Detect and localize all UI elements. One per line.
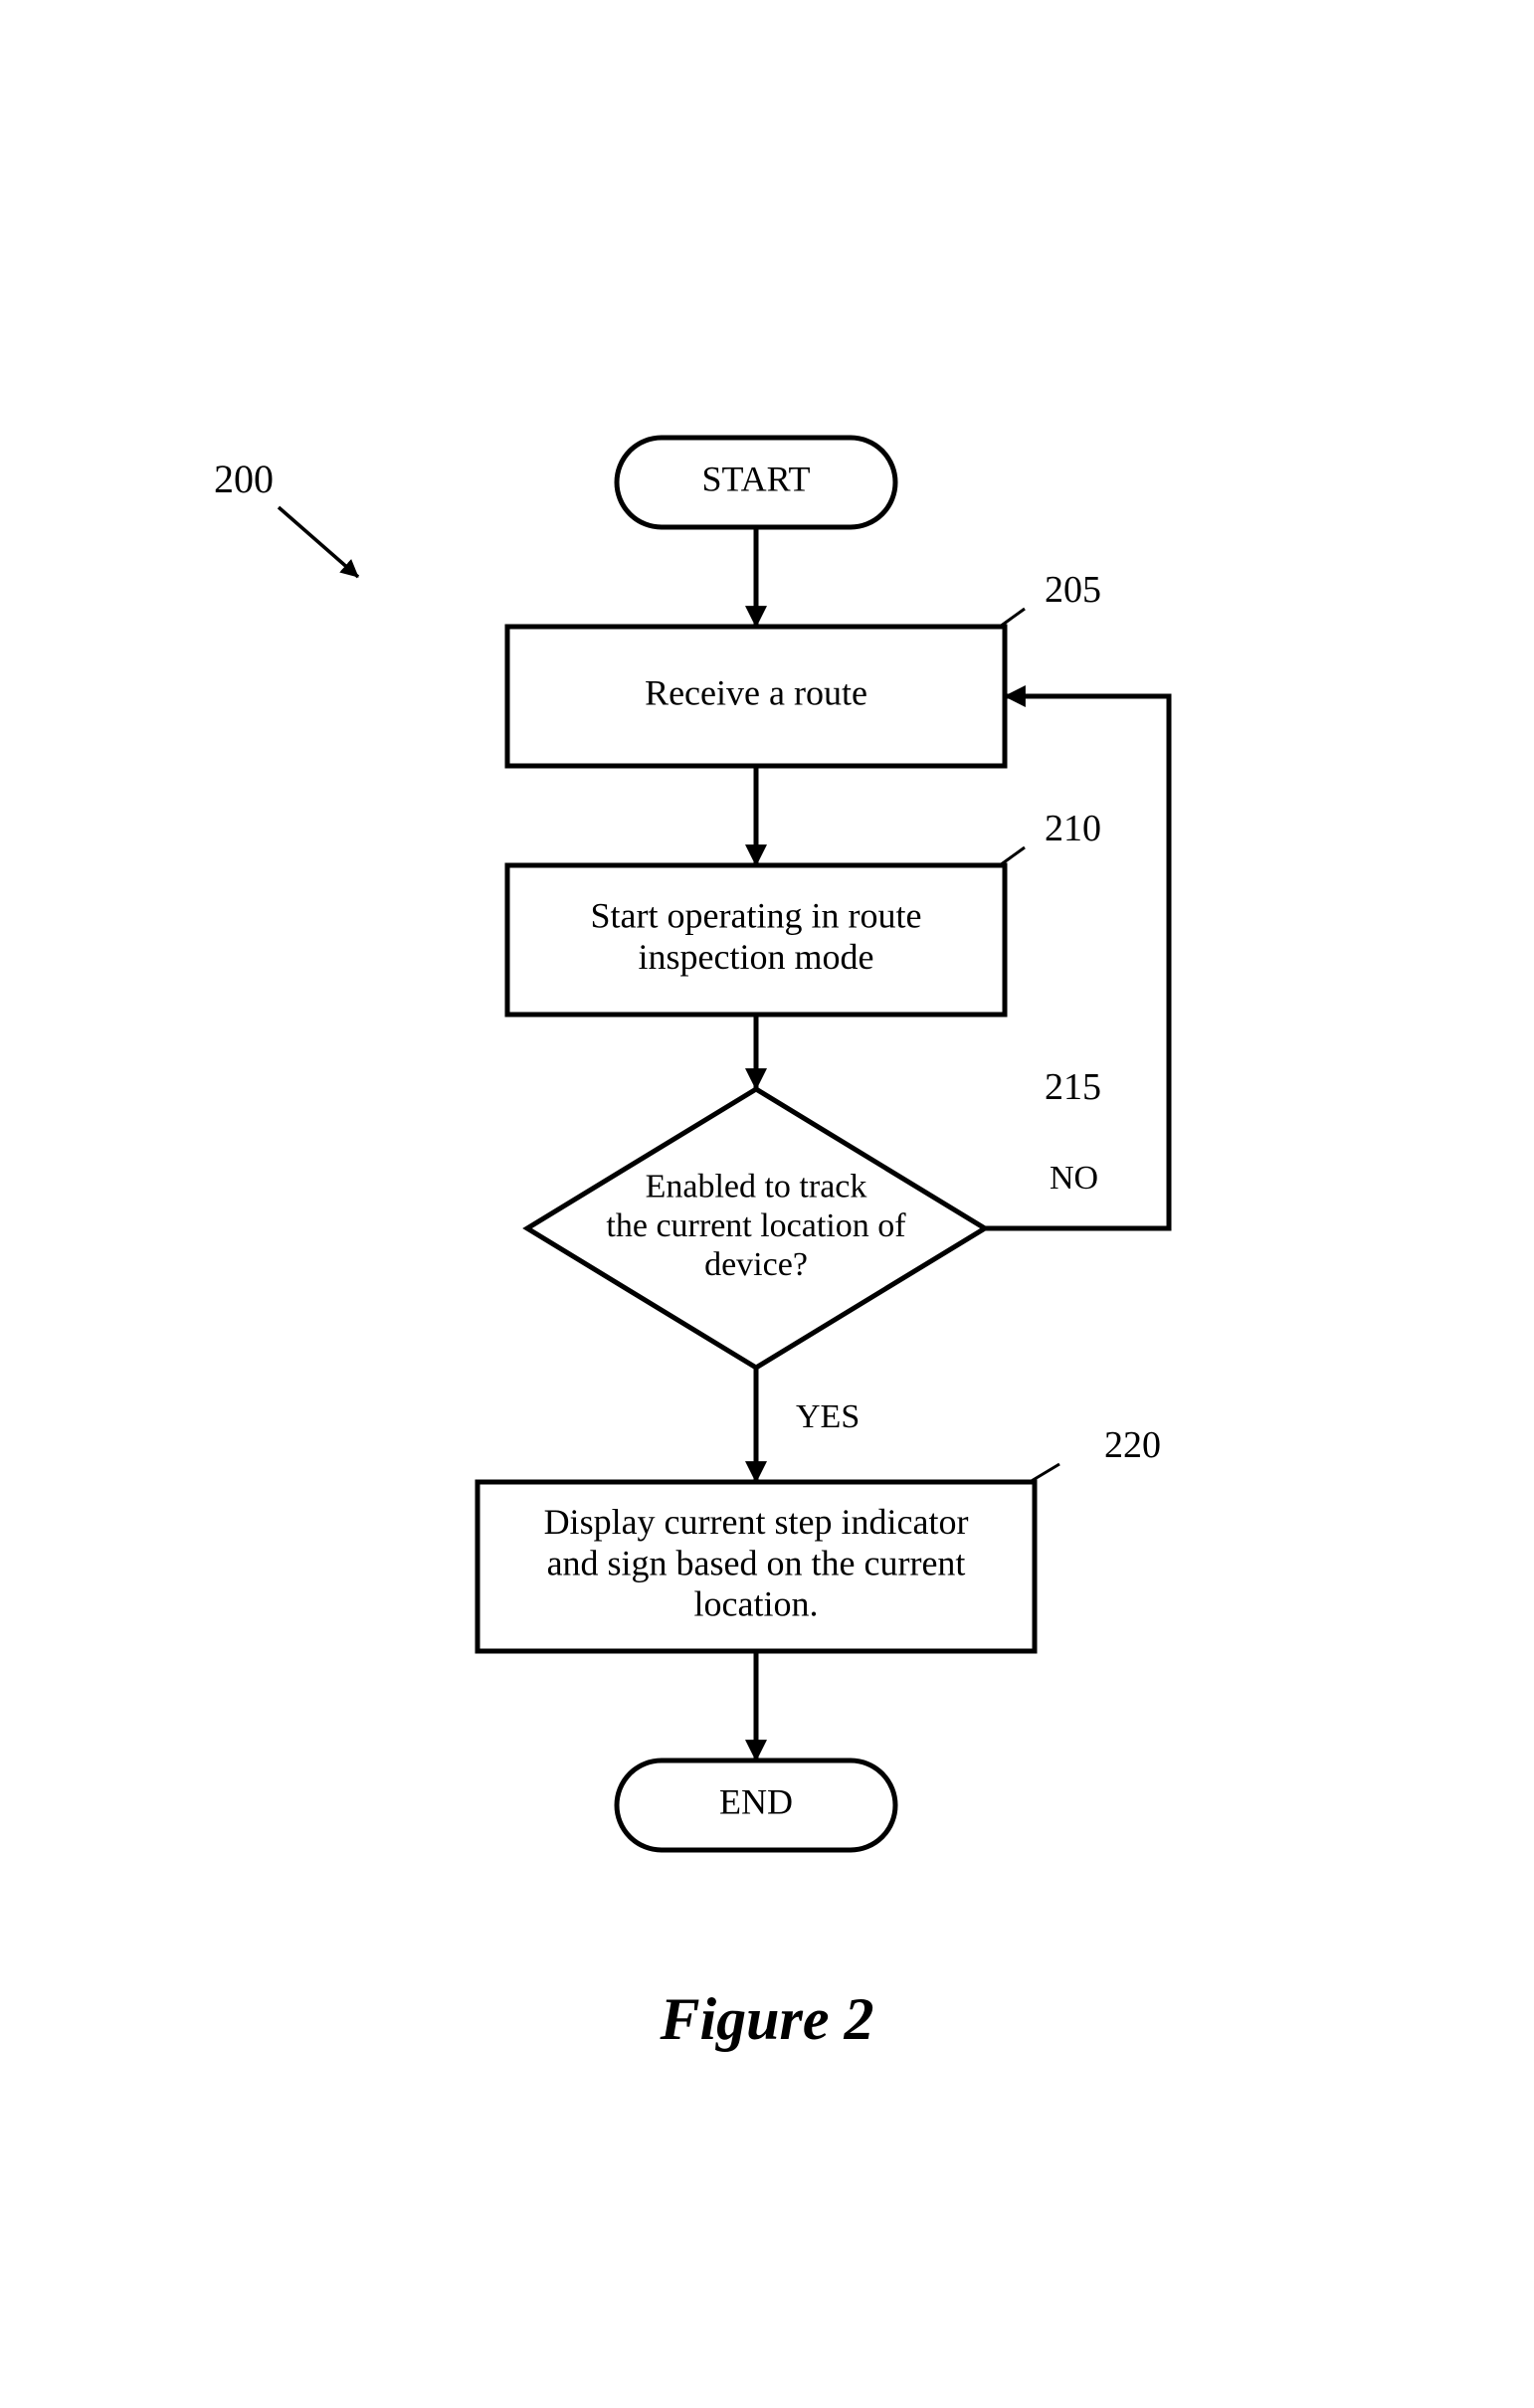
node-n220: Display current step indicatorand sign b… <box>478 1482 1035 1651</box>
ref-210: 210 <box>1045 808 1101 849</box>
node-end-text-0: END <box>719 1781 793 1821</box>
ref-205: 205 <box>1045 569 1101 611</box>
node-start-text-0: START <box>702 459 811 498</box>
ref-215: 215 <box>1045 1066 1101 1108</box>
node-n215-text-2: device? <box>704 1246 808 1283</box>
node-end: END <box>617 1760 895 1850</box>
figure-ref-200: 200 <box>214 457 274 501</box>
figure-caption: Figure 2 <box>659 1986 873 2052</box>
edge-label-yes: YES <box>796 1398 860 1435</box>
node-n215-text-0: Enabled to track <box>646 1169 867 1205</box>
node-n210-text-0: Start operating in route <box>591 896 922 936</box>
edge-label-no: NO <box>1050 1160 1098 1197</box>
node-n220-text-1: and sign based on the current <box>547 1543 966 1582</box>
ref-220: 220 <box>1104 1424 1161 1466</box>
node-n205-text-0: Receive a route <box>645 672 867 712</box>
flowchart-diagram: YES NO START Receive a route 205 Start operat… <box>0 0 1534 2408</box>
node-start: START <box>617 438 895 527</box>
node-n205: Receive a route <box>507 627 1005 766</box>
node-n210: Start operating in routeinspection mode <box>507 865 1005 1015</box>
node-n220-text-0: Display current step indicator <box>544 1502 969 1542</box>
node-n215-text-1: the current location of <box>606 1207 906 1244</box>
node-n220-text-2: location. <box>694 1584 819 1624</box>
node-n210-text-1: inspection mode <box>639 937 874 977</box>
